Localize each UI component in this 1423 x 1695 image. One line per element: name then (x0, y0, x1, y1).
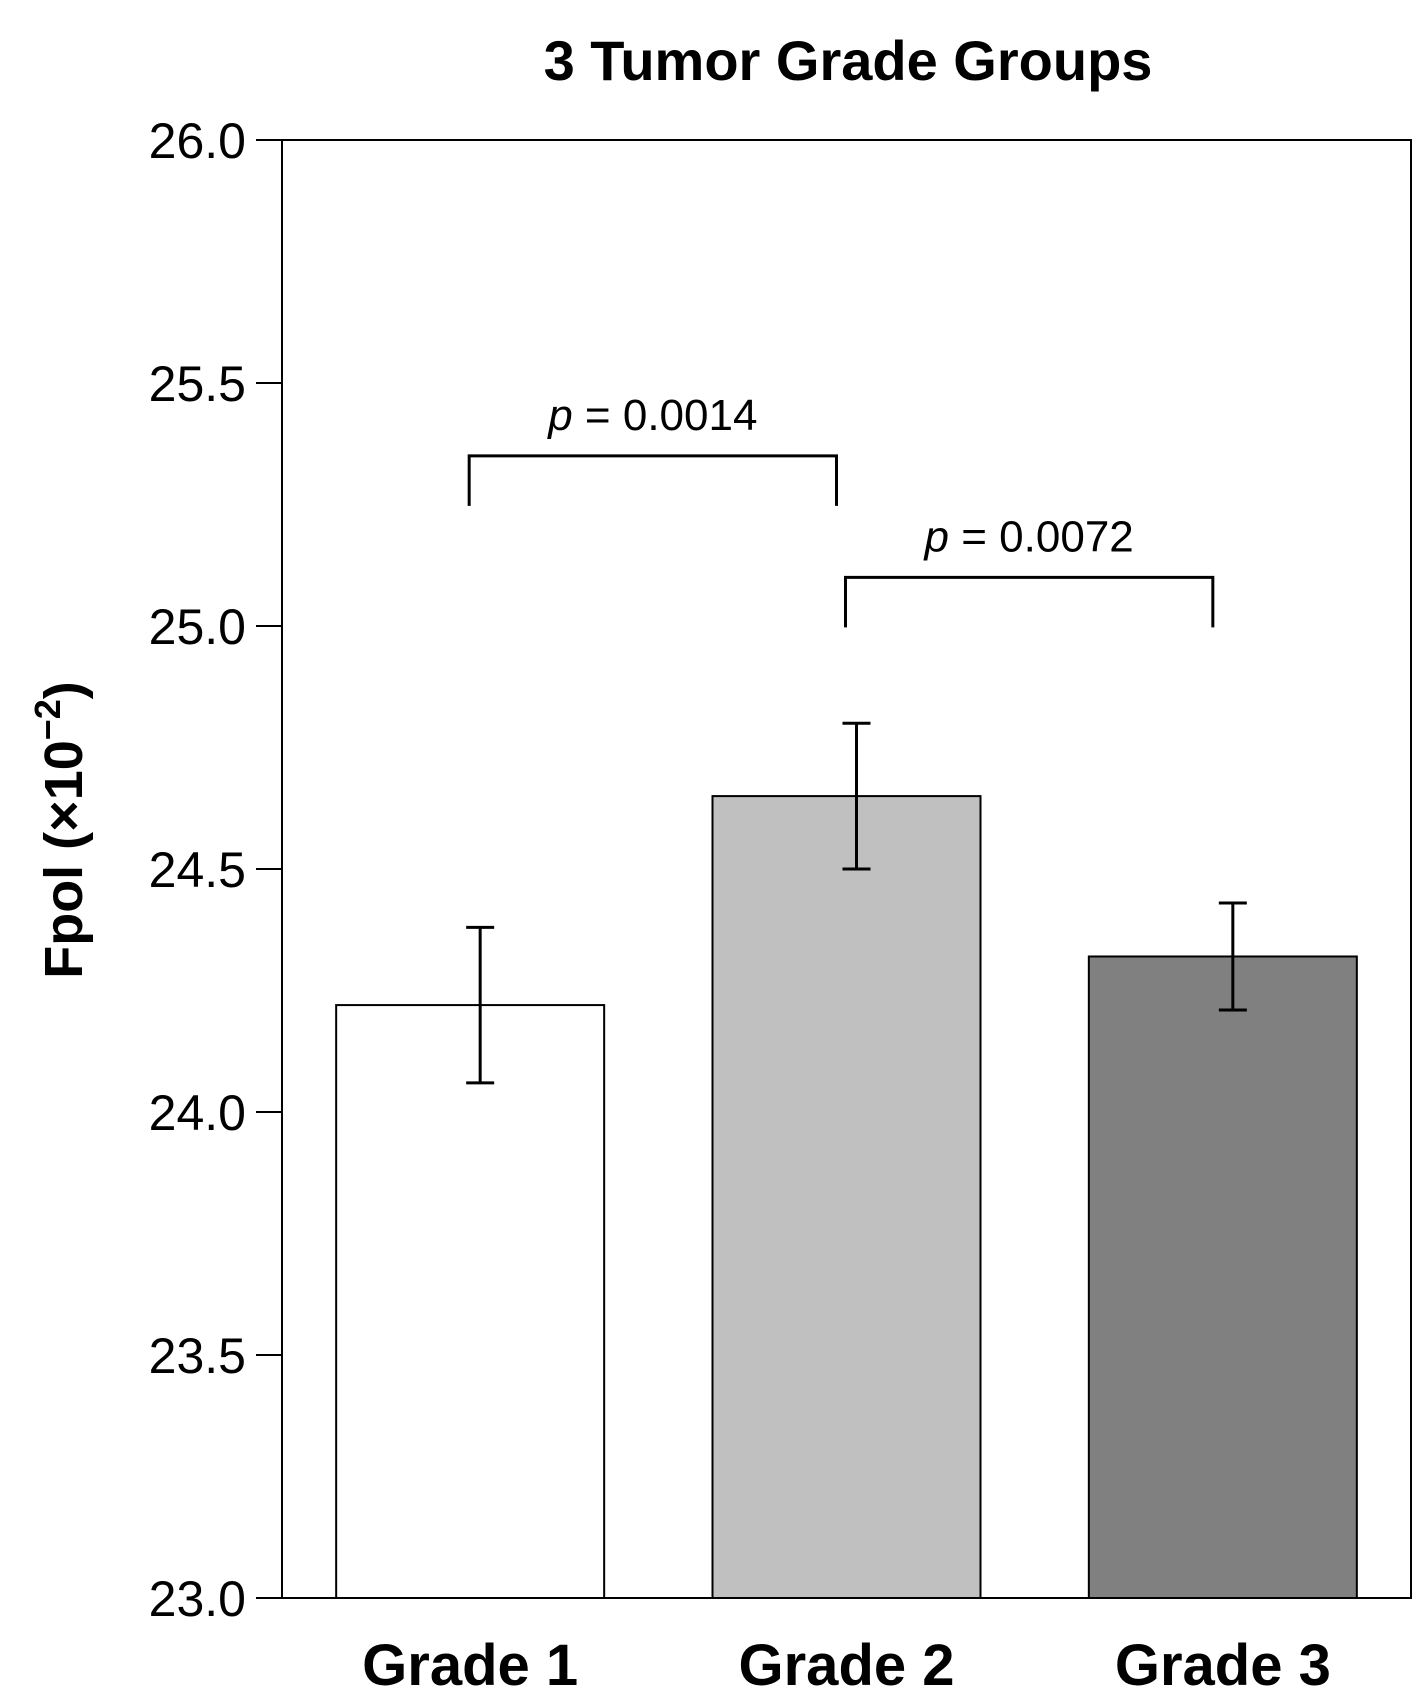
x-tick-label-3: Grade 3 (1115, 1633, 1331, 1695)
y-tick-label-0: 23.0 (149, 1571, 246, 1627)
y-tick-label-1: 23.5 (149, 1328, 246, 1384)
y-axis-label: Fpol (×10−2) (27, 681, 94, 979)
bar-3 (1087, 955, 1358, 1599)
p-value-label-1: p = 0.0014 (546, 391, 757, 440)
significance-bracket-1 (467, 454, 838, 506)
bar-2 (711, 795, 982, 1599)
y-tick-label-4: 25.0 (149, 599, 246, 655)
y-tick-label-6: 26.0 (149, 113, 246, 169)
y-axis-label-exponent: −2 (27, 699, 68, 740)
y-tick-label-2: 24.0 (149, 1085, 246, 1141)
bar-1 (335, 1004, 606, 1599)
significance-bracket-2 (844, 575, 1215, 628)
x-tick-label-2: Grade 2 (739, 1633, 955, 1695)
y-tick-label-5: 25.5 (149, 356, 246, 412)
plot-area: 23.0 23.5 24.0 24.5 25.0 25.5 26.0 Grade 1 Grade… (149, 113, 1412, 1695)
y-tick-label-3: 24.5 (149, 842, 246, 898)
chart-title: 3 Tumor Grade Groups (544, 29, 1153, 92)
x-tick-label-1: Grade 1 (362, 1633, 578, 1695)
p-value-label-2: p = 0.0072 (923, 512, 1134, 561)
